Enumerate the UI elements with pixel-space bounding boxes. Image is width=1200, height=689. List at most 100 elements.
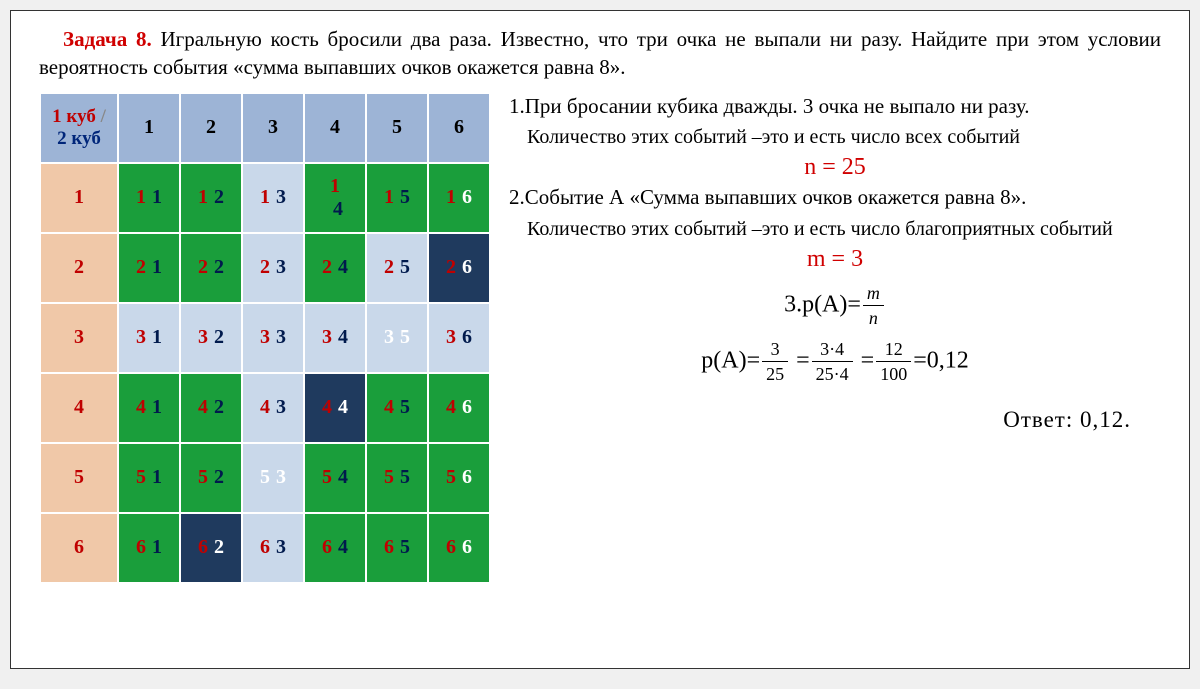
cell-6-3: 63 [242,513,304,583]
cell-1-2: 12 [180,163,242,233]
formula-label: 3.p(A)= [784,291,861,317]
frac-den: 25·4 [812,362,853,386]
note-2: Количество этих событий –это и есть числ… [527,216,1161,243]
cell-2-1: 21 [118,233,180,303]
die2-value: 2 [214,396,224,418]
corner-slash: / [101,106,106,127]
frac-den: 100 [876,362,911,386]
die1-value: 6 [384,536,394,558]
die2-value: 1 [152,536,162,558]
cell-2-6: 26 [428,233,490,303]
die2-value: 3 [276,536,286,558]
cell-5-5: 55 [366,443,428,513]
equals-2: = [861,347,875,373]
die1-value: 4 [260,396,270,418]
die2-value: 4 [338,536,348,558]
die2-value: 1 [152,256,162,278]
cell-5-2: 52 [180,443,242,513]
die1-value: 3 [322,326,332,348]
die2-value: 3 [276,326,286,348]
die2-value: 5 [400,466,410,488]
die2-value: 5 [400,396,410,418]
die1-value: 6 [198,536,208,558]
col-head-3: 3 [242,93,304,163]
cell-6-2: 62 [180,513,242,583]
cell-5-4: 54 [304,443,366,513]
die1-value: 3 [198,326,208,348]
page: Задача 8. Игральную кость бросили два ра… [10,10,1190,669]
cell-1-4: 14 [304,163,366,233]
die2-value: 6 [462,396,472,418]
cell-3-6: 36 [428,303,490,373]
cell-3-1: 31 [118,303,180,373]
die1-value: 6 [260,536,270,558]
col-head-2: 2 [180,93,242,163]
row-head-1: 1 [40,163,118,233]
die1-value: 4 [322,396,332,418]
pA-label: p(A)= [701,347,760,373]
die1-value: 5 [198,466,208,488]
corner-head: 1 куб /2 куб [40,93,118,163]
die1-value: 3 [136,326,146,348]
die2-value: 4 [338,466,348,488]
die1-value: 4 [446,396,456,418]
die1-value: 3 [384,326,394,348]
die2-value: 6 [462,466,472,488]
die1-value: 4 [384,396,394,418]
formula-calc: p(A)=325 =3·425·4 =12100=0,12 [509,337,1161,387]
step-2: 2.Событие А «Сумма выпавших очков окажет… [509,183,1161,211]
die2-value: 2 [214,256,224,278]
content-columns: 1 куб /2 куб1234561111213141516221222324… [39,92,1161,584]
frac-den: n [863,306,884,330]
die1-value: 5 [446,466,456,488]
die2-value: 5 [400,186,410,208]
col-head-6: 6 [428,93,490,163]
cell-5-3: 53 [242,443,304,513]
die1-value: 2 [260,256,270,278]
die2-value: 2 [214,326,224,348]
cell-2-5: 25 [366,233,428,303]
cell-2-3: 23 [242,233,304,303]
cell-3-4: 34 [304,303,366,373]
die1-value: 2 [136,256,146,278]
die1-value: 6 [446,536,456,558]
die2-value: 3 [276,186,286,208]
die2-value: 1 [152,186,162,208]
solution-panel: 1.При бросании кубика дважды. 3 очка не … [509,92,1161,436]
die1-value: 1 [384,186,394,208]
die2-value: 4 [338,396,348,418]
cell-6-4: 64 [304,513,366,583]
final-answer: Ответ: 0,12. [509,404,1161,435]
cell-6-5: 65 [366,513,428,583]
die1-value: 3 [446,326,456,348]
die1-value: 6 [136,536,146,558]
die1-value: 2 [384,256,394,278]
fraction-34-254: 3·425·4 [812,337,853,387]
die2-value: 5 [400,326,410,348]
cell-3-3: 33 [242,303,304,373]
m-equation: m = 3 [509,243,1161,275]
frac-den: 25 [762,362,788,386]
fraction-3-25: 325 [762,337,788,387]
die1-value: 2 [446,256,456,278]
die2-value: 1 [152,466,162,488]
die2-value: 5 [400,536,410,558]
corner-cube1: 1 куб [52,106,96,127]
row-head-5: 5 [40,443,118,513]
cell-3-2: 32 [180,303,242,373]
problem-statement: Задача 8. Игральную кость бросили два ра… [39,25,1161,82]
die1-value: 4 [136,396,146,418]
task-text: Игральную кость бросили два раза. Извест… [39,27,1161,79]
equals-1: = [796,347,810,373]
dice-outcome-table: 1 куб /2 куб1234561111213141516221222324… [39,92,491,584]
die2-value: 5 [400,256,410,278]
cell-2-2: 22 [180,233,242,303]
fraction-12-100: 12100 [876,337,911,387]
die2-value: 3 [276,466,286,488]
die1-value: 4 [198,396,208,418]
corner-cube2: 2 куб [57,128,101,149]
cell-1-1: 11 [118,163,180,233]
die1-value: 1 [446,186,456,208]
cell-5-6: 56 [428,443,490,513]
frac-num: 3·4 [812,337,853,362]
